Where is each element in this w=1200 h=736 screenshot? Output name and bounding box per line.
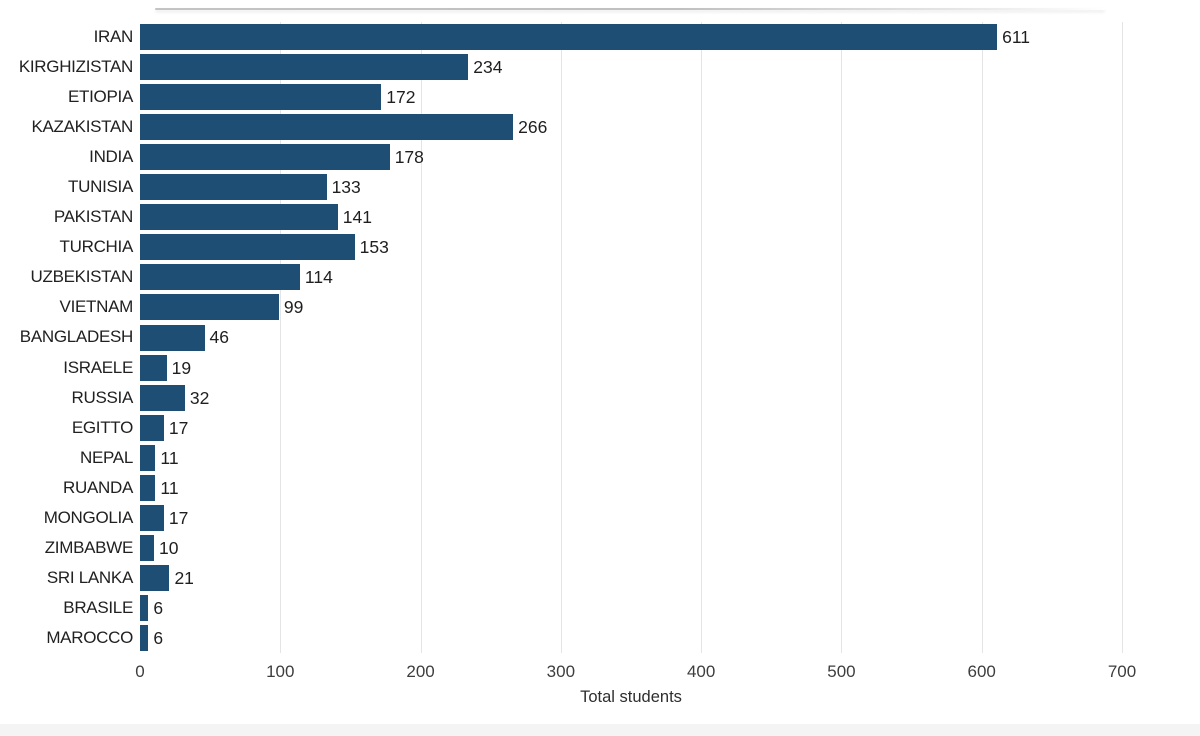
value-label-zimbabwe: 10 bbox=[159, 537, 179, 558]
value-label-iran: 611 bbox=[1002, 27, 1031, 47]
bar-kirghizistan[interactable] bbox=[140, 54, 469, 81]
bar-pakistan[interactable] bbox=[140, 204, 338, 231]
category-label-israele: ISRAELE bbox=[63, 357, 133, 377]
bar-etiopia[interactable] bbox=[140, 84, 382, 111]
bar-vietnam[interactable] bbox=[140, 294, 279, 321]
category-label-tunisia: TUNISIA bbox=[68, 177, 133, 197]
category-label-russia: RUSSIA bbox=[71, 387, 134, 407]
category-label-mongolia: MONGOLIA bbox=[43, 507, 134, 527]
category-label-nepal: NEPAL bbox=[80, 447, 133, 467]
category-label-marocco: MAROCCO bbox=[46, 627, 133, 647]
bar-turchia[interactable] bbox=[140, 234, 355, 261]
value-label-vietnam: 99 bbox=[283, 297, 304, 318]
category-label-uzbekistan: UZBEKISTAN bbox=[30, 267, 134, 287]
category-label-sri-lanka: SRI LANKA bbox=[46, 567, 133, 587]
value-label-mongolia: 17 bbox=[168, 507, 189, 528]
bar-bangladesh[interactable] bbox=[140, 324, 205, 351]
bar-iran[interactable] bbox=[140, 24, 998, 51]
bar-sri-lanka[interactable] bbox=[140, 564, 170, 591]
value-label-ruanda: 11 bbox=[160, 477, 179, 498]
bar-marocco[interactable] bbox=[140, 624, 149, 651]
category-label-turchia: TURCHIA bbox=[59, 237, 134, 257]
gridline-700 bbox=[1122, 22, 1123, 653]
bar-kazakistan[interactable] bbox=[140, 114, 514, 141]
category-label-brasile: BRASILE bbox=[63, 597, 133, 617]
value-label-etiopia: 172 bbox=[386, 87, 416, 108]
x-axis-title: Total students bbox=[580, 688, 682, 706]
bar-tunisia[interactable] bbox=[140, 174, 327, 201]
value-label-russia: 32 bbox=[189, 387, 210, 408]
bar-zimbabwe[interactable] bbox=[140, 534, 155, 561]
gridline-300 bbox=[560, 22, 562, 653]
category-label-kirghizistan: KIRGHIZISTAN bbox=[18, 57, 133, 77]
bar-russia[interactable] bbox=[140, 384, 185, 411]
value-label-turchia: 153 bbox=[359, 237, 389, 258]
bar-nepal[interactable] bbox=[140, 444, 156, 471]
top-card-edge bbox=[155, 8, 1105, 10]
gridline-400 bbox=[701, 22, 703, 653]
bar-brasile[interactable] bbox=[140, 594, 149, 621]
x-tick-label-100: 100 bbox=[266, 662, 295, 681]
value-label-pakistan: 141 bbox=[342, 207, 372, 228]
value-label-india: 178 bbox=[394, 147, 424, 168]
bar-egitto[interactable] bbox=[140, 414, 164, 441]
category-label-vietnam: VIETNAM bbox=[59, 297, 134, 317]
bar-uzbekistan[interactable] bbox=[140, 264, 300, 291]
gridline-600 bbox=[981, 22, 983, 653]
category-label-egitto: EGITTO bbox=[71, 417, 133, 437]
value-label-marocco: 6 bbox=[153, 627, 164, 648]
gridline-200 bbox=[420, 22, 422, 653]
value-label-tunisia: 133 bbox=[331, 177, 361, 198]
value-label-uzbekistan: 114 bbox=[304, 267, 333, 288]
x-tick-label-500: 500 bbox=[827, 662, 856, 681]
category-label-pakistan: PAKISTAN bbox=[53, 207, 133, 227]
value-label-egitto: 17 bbox=[168, 417, 189, 438]
x-tick-label-0: 0 bbox=[135, 662, 145, 681]
x-tick-label-200: 200 bbox=[406, 662, 435, 681]
category-label-bangladesh: BANGLADESH bbox=[19, 327, 134, 347]
x-tick-label-600: 600 bbox=[967, 662, 996, 681]
bar-india[interactable] bbox=[140, 144, 390, 171]
category-label-ruanda: RUANDA bbox=[63, 477, 133, 497]
bar-ruanda[interactable] bbox=[140, 474, 156, 501]
bar-mongolia[interactable] bbox=[140, 504, 164, 531]
category-label-zimbabwe: ZIMBABWE bbox=[44, 537, 134, 557]
x-tick-label-400: 400 bbox=[686, 662, 716, 681]
category-label-india: INDIA bbox=[89, 147, 133, 167]
value-label-sri-lanka: 21 bbox=[174, 567, 194, 588]
value-label-nepal: 11 bbox=[160, 447, 179, 468]
category-label-kazakistan: KAZAKISTAN bbox=[31, 117, 133, 137]
value-label-israele: 19 bbox=[171, 357, 192, 378]
bottom-strip bbox=[0, 724, 1200, 736]
gridline-100 bbox=[280, 22, 282, 653]
value-label-brasile: 6 bbox=[153, 597, 164, 618]
category-label-iran: IRAN bbox=[93, 27, 134, 46]
category-label-etiopia: ETIOPIA bbox=[68, 87, 133, 107]
bar-israele[interactable] bbox=[140, 354, 167, 381]
value-label-kazakistan: 266 bbox=[518, 117, 548, 138]
x-tick-label-300: 300 bbox=[546, 662, 576, 681]
value-label-kirghizistan: 234 bbox=[473, 57, 503, 78]
x-tick-label-700: 700 bbox=[1107, 662, 1137, 681]
value-label-bangladesh: 46 bbox=[209, 327, 229, 348]
gridline-500 bbox=[841, 22, 843, 653]
